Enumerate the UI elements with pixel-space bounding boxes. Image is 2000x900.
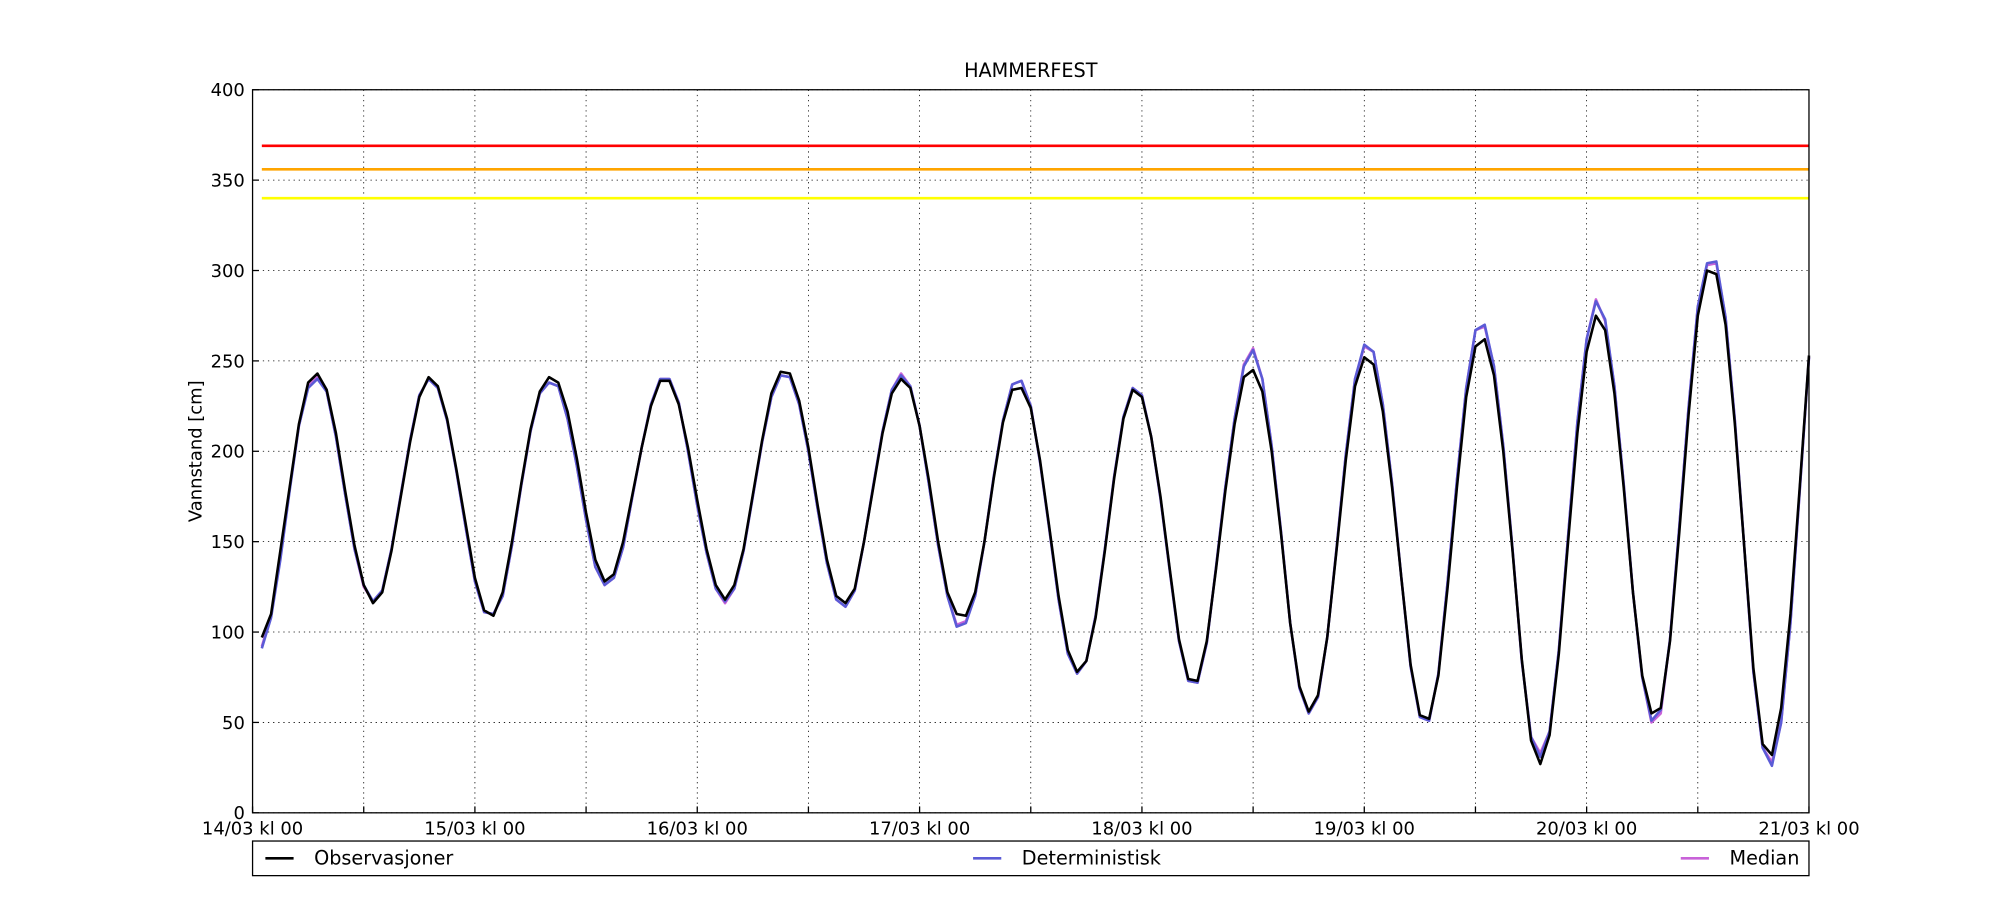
legend-label: Median <box>1729 847 1799 870</box>
y-tick-label: 400 <box>211 80 245 101</box>
y-tick-label: 300 <box>211 261 245 282</box>
x-tick-label: 19/03 kl 00 <box>1314 819 1415 840</box>
y-tick-label: 150 <box>211 532 245 553</box>
legend-box <box>251 840 1810 877</box>
y-tick-label: 100 <box>211 622 245 643</box>
x-tick-label: 14/03 kl 00 <box>202 819 303 840</box>
x-tick-label: 20/03 kl 00 <box>1536 819 1637 840</box>
series-line <box>260 262 1811 764</box>
series-line <box>260 260 1811 768</box>
y-tick-label: 200 <box>211 442 245 463</box>
x-tick-label: 16/03 kl 00 <box>647 819 748 840</box>
y-tick-label: 250 <box>211 351 245 372</box>
x-tick-label: 21/03 kl 00 <box>1758 819 1859 840</box>
x-tick-label: 15/03 kl 00 <box>424 819 525 840</box>
x-tick-label: 17/03 kl 00 <box>869 819 970 840</box>
legend-label: Observasjoner <box>314 847 453 870</box>
legend-label: Deterministisk <box>1022 847 1162 870</box>
y-tick-label: 50 <box>222 713 245 734</box>
y-tick-label: 350 <box>211 171 245 192</box>
plot-frame <box>251 89 1810 814</box>
y-tick-label: 0 <box>233 803 244 824</box>
x-tick-label: 18/03 kl 00 <box>1091 819 1192 840</box>
chart-title: HAMMERFEST <box>964 59 1098 82</box>
y-axis-label: Vannstand [cm] <box>185 380 206 522</box>
series-line <box>260 269 1811 766</box>
